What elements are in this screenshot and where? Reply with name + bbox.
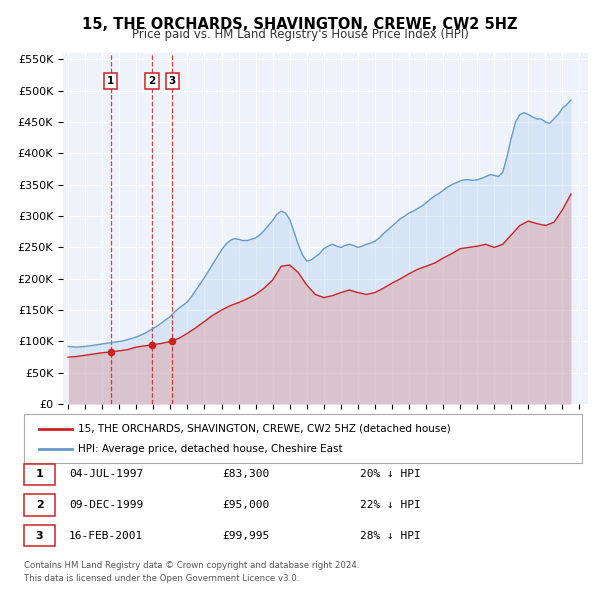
Text: 3: 3 — [36, 531, 43, 540]
Text: 22% ↓ HPI: 22% ↓ HPI — [360, 500, 421, 510]
Text: 3: 3 — [169, 76, 176, 86]
Text: 09-DEC-1999: 09-DEC-1999 — [69, 500, 143, 510]
Text: HPI: Average price, detached house, Cheshire East: HPI: Average price, detached house, Ches… — [78, 444, 343, 454]
Text: 1: 1 — [36, 470, 43, 479]
Text: 28% ↓ HPI: 28% ↓ HPI — [360, 531, 421, 540]
Text: Contains HM Land Registry data © Crown copyright and database right 2024.: Contains HM Land Registry data © Crown c… — [24, 561, 359, 570]
Text: 15, THE ORCHARDS, SHAVINGTON, CREWE, CW2 5HZ (detached house): 15, THE ORCHARDS, SHAVINGTON, CREWE, CW2… — [78, 424, 451, 434]
Text: 2: 2 — [148, 76, 155, 86]
Text: £95,000: £95,000 — [222, 500, 269, 510]
Text: £83,300: £83,300 — [222, 470, 269, 479]
Text: £99,995: £99,995 — [222, 531, 269, 540]
Text: 15, THE ORCHARDS, SHAVINGTON, CREWE, CW2 5HZ: 15, THE ORCHARDS, SHAVINGTON, CREWE, CW2… — [82, 17, 518, 31]
Text: This data is licensed under the Open Government Licence v3.0.: This data is licensed under the Open Gov… — [24, 574, 299, 583]
Text: 2: 2 — [36, 500, 43, 510]
Text: 16-FEB-2001: 16-FEB-2001 — [69, 531, 143, 540]
Text: 1: 1 — [107, 76, 115, 86]
Text: 20% ↓ HPI: 20% ↓ HPI — [360, 470, 421, 479]
Text: Price paid vs. HM Land Registry's House Price Index (HPI): Price paid vs. HM Land Registry's House … — [131, 28, 469, 41]
Text: 04-JUL-1997: 04-JUL-1997 — [69, 470, 143, 479]
